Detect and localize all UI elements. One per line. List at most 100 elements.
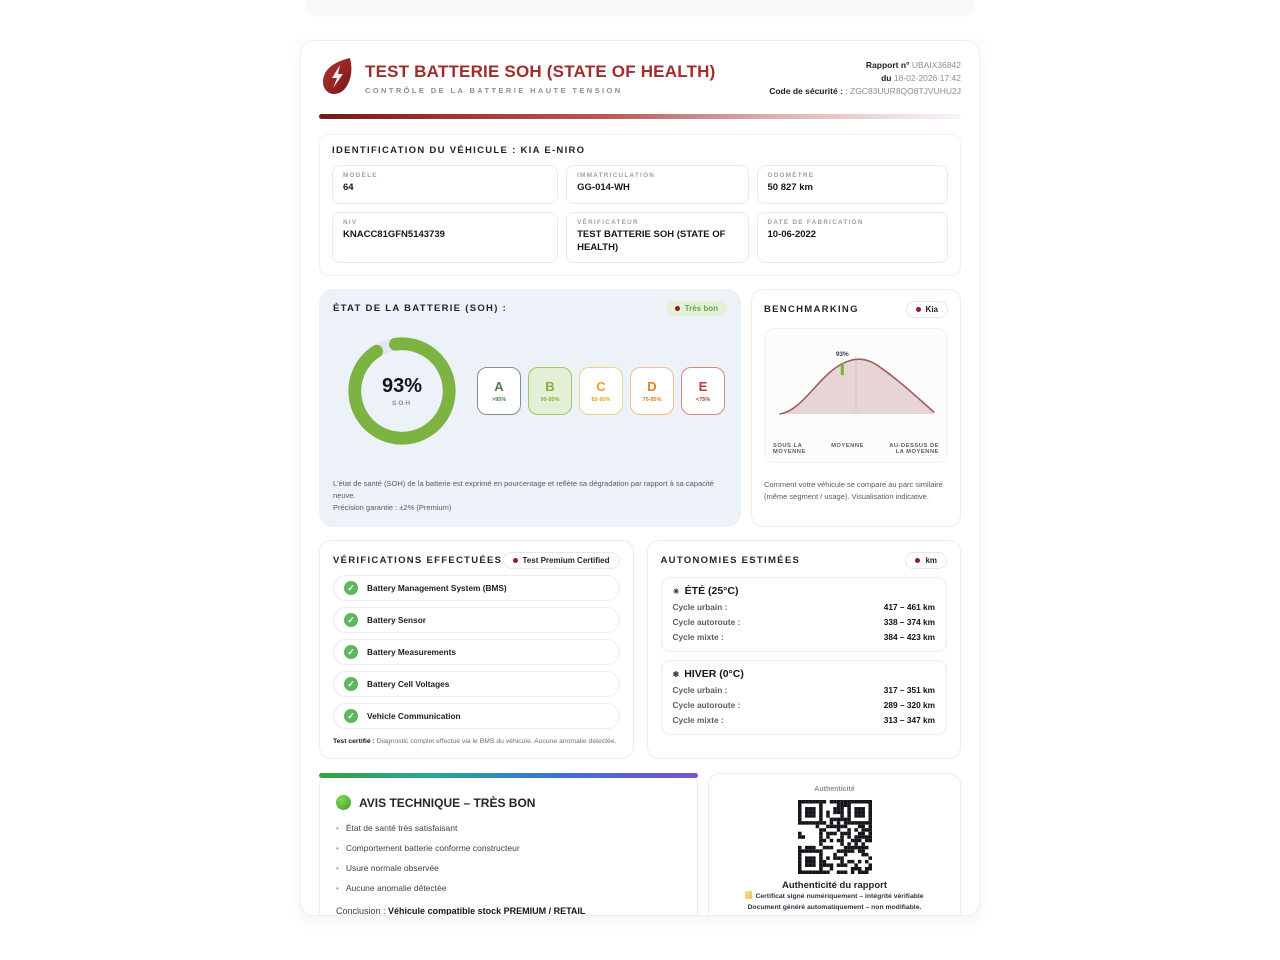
- conclusion-value: Véhicule compatible stock PREMIUM / RETA…: [388, 906, 586, 916]
- field-label: MODÈLE: [343, 172, 378, 179]
- range-label: Cycle urbain :: [672, 602, 728, 613]
- verifications-footer-label: Test certifié :: [333, 738, 375, 746]
- benchmark-curve-chart: 93% SOUS LA MOYENNE MOYENNE AU-DESSUS DE…: [764, 328, 948, 464]
- benchmarking-description: Comment votre véhicule se compare au par…: [764, 480, 943, 502]
- range-label: Cycle mixte :: [672, 715, 724, 726]
- verifications-footer: Test certifié : Diagnostic complet effec…: [333, 737, 620, 747]
- range-row: Cycle urbain : 417 – 461 km: [673, 602, 936, 612]
- report-date-label: du: [881, 73, 892, 84]
- security-code-label: Code de sécurité :: [769, 86, 843, 97]
- grade-badge-c: C 85-90%: [579, 367, 623, 416]
- report-number-label: Rapport n°: [865, 60, 910, 70]
- field-value: 50 827 km: [767, 182, 813, 193]
- opinion-bullet-text: Aucune anomalie détectée: [345, 883, 447, 894]
- field-value: 10-06-2022: [767, 228, 817, 240]
- red-gradient-divider: [319, 114, 961, 119]
- status-badge: Très bon: [665, 301, 727, 317]
- soh-donut-chart: 93% SOH: [343, 332, 461, 450]
- autonomies-title: AUTONOMIES ESTIMÉES: [660, 555, 801, 567]
- report-card: TEST BATTERIE SOH (STATE OF HEALTH) CONT…: [300, 40, 980, 916]
- authenticity-top-label: Authenticité: [814, 786, 855, 794]
- axis-label-average: MOYENNE: [831, 443, 864, 450]
- field-value: KNACC81GFN5143739: [343, 228, 445, 240]
- field-value: 64: [343, 182, 354, 193]
- range-value: 313 – 347 km: [883, 715, 935, 726]
- field-verificateur: VÉRIFICATEUR TEST BATTERIE SOH (STATE OF…: [566, 211, 749, 264]
- winter-heading: HIVER (0°C): [684, 668, 744, 681]
- check-icon: ✓: [344, 645, 358, 660]
- bullet-dot-icon: •: [336, 863, 339, 873]
- verification-item: ✓ Battery Measurements: [333, 639, 620, 666]
- range-label: Cycle autoroute :: [672, 700, 741, 711]
- soh-section: ÉTAT DE LA BATTERIE (SOH) : Très bon 93%…: [319, 289, 741, 528]
- check-icon: ✓: [344, 613, 358, 628]
- report-header: TEST BATTERIE SOH (STATE OF HEALTH) CONT…: [319, 56, 961, 101]
- verification-label: Battery Cell Voltages: [367, 679, 450, 690]
- sun-icon: ☀: [672, 586, 680, 596]
- range-row: Cycle mixte : 313 – 347 km: [673, 715, 936, 725]
- field-modele: MODÈLE 64: [332, 165, 559, 204]
- grade-badge-b-active: B 90-95%: [528, 367, 572, 416]
- report-subtitle: CONTRÔLE DE LA BATTERIE HAUTE TENSION: [365, 86, 623, 95]
- range-value: 417 – 461 km: [883, 602, 935, 613]
- km-badge: km: [905, 552, 947, 570]
- summer-range-card: ☀ ÉTÉ (25°C) Cycle urbain : 417 – 461 km…: [660, 577, 947, 653]
- bullet-dot-icon: •: [336, 823, 339, 833]
- grade-letter: C: [596, 379, 606, 395]
- opinion-bullet-text: Comportement batterie conforme construct…: [345, 843, 520, 854]
- grade-scale: A >95% B 90-95% C 85-90% D 75-85%: [477, 367, 725, 416]
- identification-title: IDENTIFICATION DU VÉHICULE : KIA E-NIRO: [332, 145, 586, 156]
- check-icon: ✓: [344, 709, 358, 724]
- verification-item: ✓ Vehicle Communication: [333, 703, 620, 730]
- field-label: IMMATRICULATION: [577, 172, 656, 179]
- certified-dot-icon: [512, 558, 518, 564]
- identification-section: IDENTIFICATION DU VÉHICULE : KIA E-NIRO …: [319, 134, 961, 277]
- conclusion-line: Conclusion : Véhicule compatible stock P…: [336, 906, 681, 916]
- field-odometre: ODOMÈTRE 50 827 km: [756, 165, 948, 204]
- grade-letter: D: [647, 379, 657, 395]
- flame-leaf-logo-icon: [319, 56, 355, 101]
- soh-description-line2: Précision garantie : ±2% (Premium): [333, 502, 452, 512]
- technical-opinion-section: AVIS TECHNIQUE – TRÈS BON • État de santé…: [319, 773, 699, 916]
- field-label: NIV: [343, 218, 358, 226]
- range-value: 289 – 320 km: [883, 700, 935, 711]
- range-value: 317 – 351 km: [883, 685, 935, 696]
- verification-item: ✓ Battery Management System (BMS): [333, 575, 620, 602]
- verifications-title: VÉRIFICATIONS EFFECTUÉES: [333, 555, 503, 567]
- opinion-bullet: • Usure normale observée: [336, 863, 681, 873]
- field-value: GG-014-WH: [577, 182, 630, 193]
- soh-unit-label: SOH: [391, 400, 413, 408]
- report-title: TEST BATTERIE SOH (STATE OF HEALTH): [365, 62, 716, 81]
- benchmarking-section: BENCHMARKING Kia 93% SOUS LA MOYENNE MOY…: [751, 289, 961, 528]
- conclusion-label: Conclusion :: [336, 906, 386, 916]
- certificate-icon: [745, 891, 753, 900]
- certificate-line: Certificat signé numériquement – intégri…: [721, 891, 948, 903]
- previous-page-edge: [305, 0, 975, 15]
- opinion-bullet-list: • État de santé très satisfaisant • Compor…: [336, 823, 681, 893]
- opinion-bullet-text: Usure normale observée: [345, 863, 439, 874]
- document-line: Document généré automatiquement – non mo…: [747, 904, 922, 912]
- qr-modules: [797, 800, 872, 875]
- verification-item: ✓ Battery Cell Voltages: [333, 671, 620, 698]
- km-dot-icon: [915, 558, 921, 564]
- verification-label: Battery Measurements: [367, 647, 456, 658]
- snowflake-icon: ❄: [672, 669, 680, 679]
- axis-label-above: AU-DESSUS DE LA MOYENNE: [889, 443, 939, 456]
- grade-range: <75%: [695, 397, 711, 404]
- rainbow-gradient-bar: [319, 773, 699, 779]
- identification-grid: MODÈLE 64 IMMATRICULATION GG-014-WH ODOM…: [332, 165, 948, 264]
- authenticity-section: Authenticité Authenticité du rapport Cer…: [708, 773, 961, 915]
- opinion-bullet: • Comportement batterie conforme construc…: [336, 843, 681, 853]
- grade-range: 85-90%: [591, 397, 611, 404]
- grade-range: >95%: [491, 397, 507, 404]
- grade-badge-a: A >95%: [477, 367, 521, 416]
- technical-opinion-title: AVIS TECHNIQUE – TRÈS BON: [359, 795, 536, 810]
- grade-letter: E: [698, 379, 708, 395]
- field-niv: NIV KNACC81GFN5143739: [332, 211, 559, 264]
- grade-range: 75-85%: [642, 397, 662, 404]
- soh-description-line1: L'état de santé (SOH) de la batterie est…: [333, 479, 714, 501]
- field-label: ODOMÈTRE: [767, 172, 815, 179]
- grade-letter: A: [494, 379, 504, 395]
- brand: TEST BATTERIE SOH (STATE OF HEALTH) CONT…: [319, 56, 715, 101]
- verification-label: Battery Sensor: [367, 615, 427, 626]
